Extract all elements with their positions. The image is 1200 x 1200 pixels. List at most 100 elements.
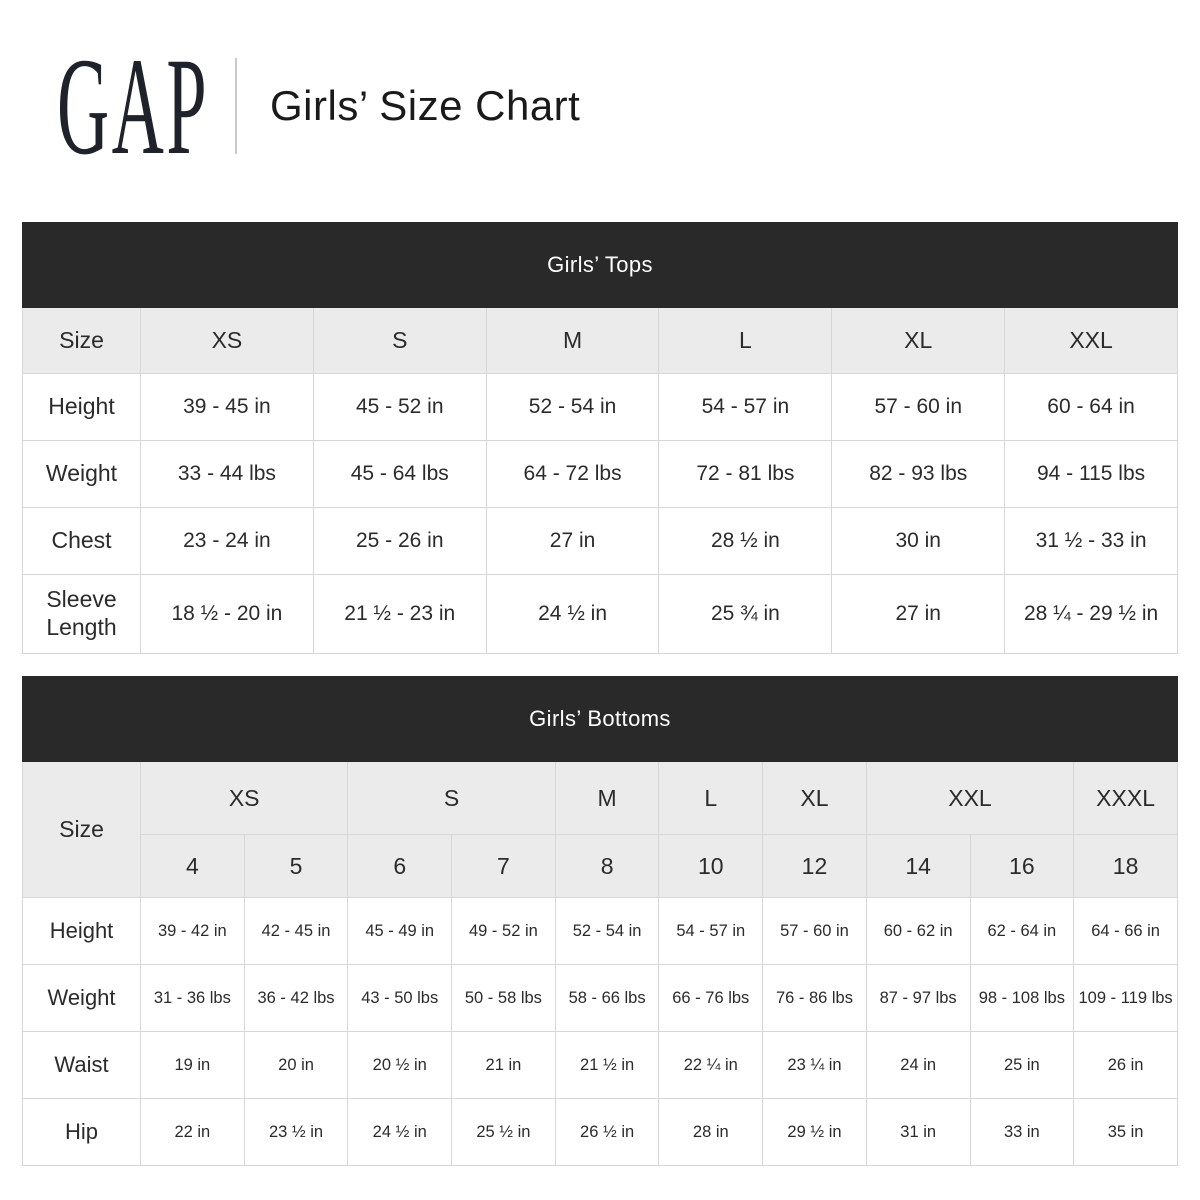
bottoms-group-xl: XL [762,761,867,835]
bottoms-value-cell: 31 - 36 lbs [140,964,245,1032]
bottoms-size-14: 14 [865,834,971,898]
bottoms-value-cell: 109 - 119 lbs [1073,964,1178,1032]
bottoms-value-cell: 24 in [865,1031,971,1099]
tops-row-label-chest: Chest [22,507,141,575]
tops-row-sleeve-length: Sleeve Length 18 ½ - 20 in 21 ½ - 23 in 24 … [22,574,1178,654]
bottoms-value-cell: 43 - 50 lbs [347,964,453,1032]
bottoms-value-cell: 49 - 52 in [451,897,556,965]
tops-size-m: M [485,307,660,374]
bottoms-value-cell: 36 - 42 lbs [243,964,349,1032]
tops-value-cell: 45 - 64 lbs [312,440,487,508]
bottoms-value-cell: 57 - 60 in [762,897,867,965]
tops-value-cell: 39 - 45 in [140,373,314,441]
tops-value-cell: 25 - 26 in [312,507,487,575]
bottoms-value-cell: 24 ½ in [347,1098,453,1166]
tops-value-cell: 31 ½ - 33 in [1004,507,1178,575]
tops-row-label-height: Height [22,373,141,441]
tops-value-cell: 72 - 81 lbs [658,440,833,508]
bottoms-group-s: S [347,761,556,835]
bottoms-row-height: Height 39 - 42 in 42 - 45 in 45 - 49 in 49 -… [22,897,1178,965]
bottoms-value-cell: 23 ¼ in [762,1031,867,1099]
bottoms-row-weight: Weight 31 - 36 lbs 36 - 42 lbs 43 - 50 lbs 5… [22,964,1178,1032]
bottoms-value-cell: 58 - 66 lbs [554,964,660,1032]
tops-table-title: Girls’ Tops [22,222,1178,308]
header-divider [235,58,237,154]
tops-value-cell: 94 - 115 lbs [1004,440,1178,508]
tops-value-cell: 64 - 72 lbs [485,440,660,508]
bottoms-size-7: 7 [451,834,556,898]
tops-row-weight: Weight 33 - 44 lbs 45 - 64 lbs 64 - 72 lbs 7… [22,440,1178,508]
tops-value-cell: 27 in [485,507,660,575]
bottoms-value-cell: 62 - 64 in [969,897,1075,965]
bottoms-group-l: L [658,761,764,835]
bottoms-size-8: 8 [554,834,660,898]
bottoms-row-label-height: Height [22,897,141,965]
bottoms-value-cell: 19 in [140,1031,245,1099]
tops-size-header-row: Size XS S M L XL XXL [22,307,1178,374]
tops-size-xs: XS [140,307,314,374]
bottoms-value-cell: 20 in [243,1031,349,1099]
tops-value-cell: 30 in [831,507,1006,575]
tops-row-height: Height 39 - 45 in 45 - 52 in 52 - 54 in 54 -… [22,373,1178,441]
bottoms-group-m: M [554,761,660,835]
bottoms-value-cell: 29 ½ in [762,1098,867,1166]
bottoms-value-cell: 42 - 45 in [243,897,349,965]
bottoms-value-cell: 54 - 57 in [658,897,764,965]
bottoms-group-xxl: XXL [865,761,1075,835]
tops-value-cell: 54 - 57 in [658,373,833,441]
tops-value-cell: 18 ½ - 20 in [140,574,314,654]
tops-row-label-weight: Weight [22,440,141,508]
bottoms-banner-row: Girls’ Bottoms [22,676,1178,762]
bottoms-value-cell: 22 in [140,1098,245,1166]
bottoms-row-label-weight: Weight [22,964,141,1032]
bottoms-value-cell: 35 in [1073,1098,1178,1166]
bottoms-value-cell: 28 in [658,1098,764,1166]
bottoms-value-cell: 52 - 54 in [554,897,660,965]
bottoms-row-label-hip: Hip [22,1098,141,1166]
tops-row-chest: Chest 23 - 24 in 25 - 26 in 27 in 28 ½ in 30 … [22,507,1178,575]
bottoms-size-5: 5 [243,834,349,898]
bottoms-value-cell: 23 ½ in [243,1098,349,1166]
bottoms-value-cell: 98 - 108 lbs [969,964,1075,1032]
bottoms-value-cell: 87 - 97 lbs [865,964,971,1032]
bottoms-size-18: 18 [1073,834,1178,898]
bottoms-value-cell: 60 - 62 in [865,897,971,965]
page-title: Girls’ Size Chart [270,82,581,129]
bottoms-size-group-row: Size XS S M L XL XXL XXXL [22,761,1178,898]
bottoms-row-hip: Hip 22 in 23 ½ in 24 ½ in 25 ½ in 26 ½ in 28 i… [22,1098,1178,1166]
gap-logo-text: GAP [57,28,210,184]
bottoms-value-cell: 22 ¼ in [658,1031,764,1099]
bottoms-value-cell: 33 in [969,1098,1075,1166]
bottoms-value-cell: 76 - 86 lbs [762,964,867,1032]
tops-size-label: Size [22,307,141,374]
bottoms-value-cell: 31 in [865,1098,971,1166]
tops-value-cell: 27 in [831,574,1006,654]
girls-tops-table: Girls’ Tops Size XS S M L XL XXL Height 39 - 45… [22,222,1178,654]
tops-value-cell: 33 - 44 lbs [140,440,314,508]
bottoms-size-label: Size [22,761,141,898]
tops-size-xl: XL [831,307,1006,374]
bottoms-value-cell: 21 in [451,1031,556,1099]
tops-size-l: L [658,307,833,374]
tops-value-cell: 23 - 24 in [140,507,314,575]
tops-value-cell: 45 - 52 in [312,373,487,441]
tops-value-cell: 24 ½ in [485,574,660,654]
tops-banner-row: Girls’ Tops [22,222,1178,308]
bottoms-group-xs: XS [139,761,349,835]
bottoms-group-xxxl: XXXL [1073,761,1178,835]
bottoms-value-cell: 21 ½ in [554,1031,660,1099]
tops-row-label-sleeve-length: Sleeve Length [22,574,141,654]
page-header: GAP Girls’ Size Chart [57,36,581,175]
bottoms-numeric-size-row: 4 5 6 7 8 10 12 14 16 18 [23,834,1178,898]
gap-logo: GAP [57,36,209,175]
tops-value-cell: 28 ¼ - 29 ½ in [1004,574,1178,654]
bottoms-row-waist: Waist 19 in 20 in 20 ½ in 21 in 21 ½ in 22 ¼ i… [22,1031,1178,1099]
bottoms-value-cell: 39 - 42 in [140,897,245,965]
bottoms-value-cell: 45 - 49 in [347,897,453,965]
tops-value-cell: 57 - 60 in [831,373,1006,441]
bottoms-size-6: 6 [347,834,453,898]
bottoms-size-16: 16 [969,834,1075,898]
bottoms-size-4: 4 [140,834,245,898]
bottoms-value-cell: 66 - 76 lbs [658,964,764,1032]
